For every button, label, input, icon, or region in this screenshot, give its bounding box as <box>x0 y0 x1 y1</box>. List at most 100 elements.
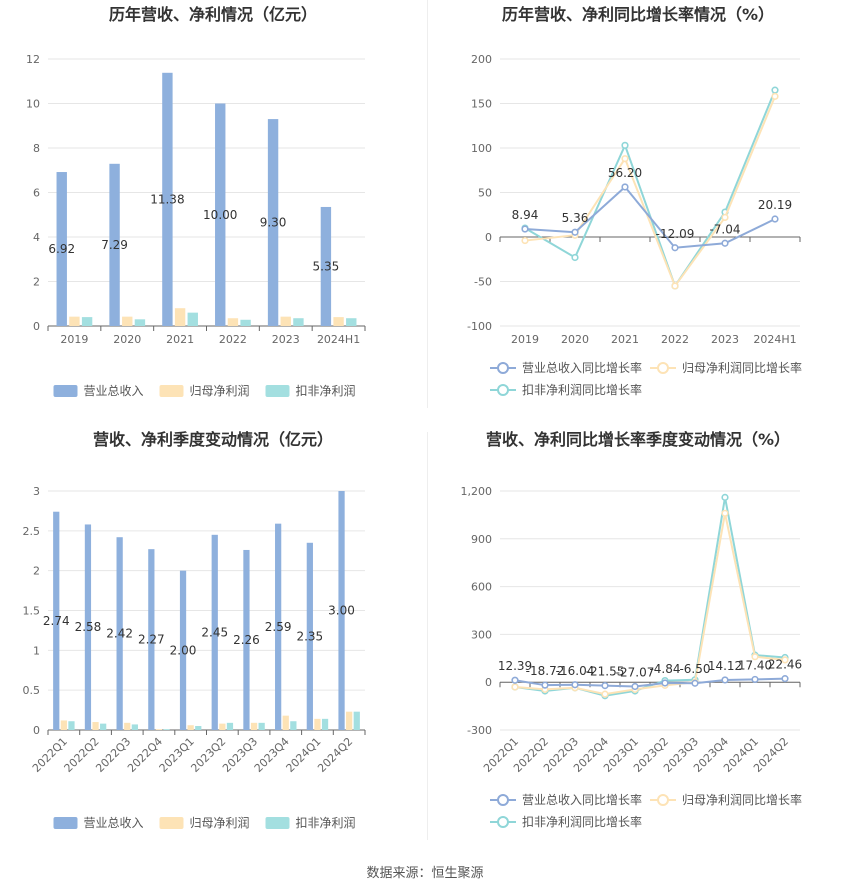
data-label: 2.00 <box>170 643 197 657</box>
point-1 <box>621 155 629 163</box>
bar-1 <box>314 718 321 730</box>
data-label: 14.12 <box>708 659 742 673</box>
chart-svg-1: 历年营收、净利同比增长率情况（%） -100 -50 0 50 100 150 200 2019… <box>467 5 802 397</box>
y-tick-label: 10 <box>26 98 40 111</box>
point-0 <box>751 675 759 684</box>
data-label: 2.74 <box>43 614 70 628</box>
chart-title: 历年营收、净利情况（亿元） <box>109 5 317 24</box>
legend-item: 归母净利润 <box>159 384 250 398</box>
point-1 <box>781 656 789 664</box>
point-1 <box>671 282 679 290</box>
chart-title: 历年营收、净利同比增长率情况（%） <box>502 5 774 24</box>
data-label: 17.40 <box>738 658 772 672</box>
bar-2 <box>134 319 146 326</box>
y-tick-label: 2.5 <box>23 525 41 538</box>
y-tick-label: 4 <box>33 231 40 244</box>
chart-svg-3: 营收、净利同比增长率季度变动情况（%）-30003006009001,20020… <box>461 430 803 829</box>
point-2 <box>721 493 729 501</box>
bar-1 <box>69 316 80 326</box>
bar-0 <box>53 511 60 730</box>
point-0 <box>631 682 639 691</box>
legend-label: 营业总收入同比增长率 <box>522 792 642 807</box>
bar-0 <box>243 549 250 730</box>
legend-label: 营业总收入同比增长率 <box>522 360 642 375</box>
legend-swatch <box>159 385 184 397</box>
legend-marker <box>497 384 509 396</box>
legend-marker <box>497 816 509 828</box>
point-1 <box>771 92 779 100</box>
point-0 <box>661 679 669 687</box>
bar-1 <box>346 711 353 730</box>
y-tick-label: 8 <box>33 142 40 155</box>
chart-svg-2: 营收、净利季度变动情况（亿元）00.511.522.532022Q12022Q2… <box>23 430 366 830</box>
bar-1 <box>92 722 99 730</box>
x-tick-label: 2023 <box>711 333 739 346</box>
quarterly-revenue-profit-chart: 营收、净利季度变动情况（亿元） 0 0.5 1 1.5 2 2.5 3 2022Q1 2022Q2… <box>0 425 425 850</box>
y-tick-label: 300 <box>471 628 492 641</box>
point-0 <box>721 676 729 684</box>
point-2 <box>621 141 629 149</box>
bar-2 <box>81 317 93 326</box>
y-tick-label: 2 <box>33 276 40 289</box>
bar-2 <box>240 319 251 326</box>
bar-2 <box>68 721 75 730</box>
x-tick-label: 2022 <box>219 333 247 346</box>
bar-0 <box>116 537 123 730</box>
legend-label: 归母净利润 <box>190 816 250 830</box>
x-tick-label: 2020 <box>561 333 589 346</box>
data-label: 2.59 <box>265 620 292 634</box>
bar-1 <box>250 722 258 730</box>
y-tick-label: 1.5 <box>23 605 41 618</box>
bar-2 <box>346 318 357 326</box>
point-1 <box>511 683 519 691</box>
legend-swatch <box>265 817 290 829</box>
data-label: 5.35 <box>313 259 340 273</box>
bar-2 <box>226 722 234 730</box>
legend-item: 扣非净利润 <box>265 816 356 830</box>
bar-0 <box>215 103 226 326</box>
x-tick-label: 2021 <box>611 333 639 346</box>
bar-0 <box>320 206 332 326</box>
y-tick-label: 50 <box>478 187 492 200</box>
x-tick-label: 2023 <box>272 333 300 346</box>
y-tick-label: 12 <box>26 53 40 66</box>
bar-1 <box>155 729 163 730</box>
bar-0 <box>211 534 218 730</box>
bar-0 <box>306 542 313 730</box>
y-tick-label: 200 <box>471 53 492 66</box>
data-label: 3.00 <box>328 604 355 618</box>
bar-0 <box>267 119 279 326</box>
data-label: 5.36 <box>562 211 589 225</box>
bar-1 <box>122 316 133 326</box>
data-label: -4.84 <box>649 662 680 676</box>
y-tick-label: 0 <box>33 320 40 333</box>
data-label: -21.55 <box>586 665 625 679</box>
x-tick-label: 2022 <box>661 333 689 346</box>
legend-item: 归母净利润同比增长率 <box>650 360 802 375</box>
data-label: 2.35 <box>296 629 323 643</box>
data-label: 11.38 <box>150 192 184 206</box>
bar-2 <box>290 721 297 730</box>
data-label: 2.27 <box>138 633 165 647</box>
data-label: 2.42 <box>106 627 133 641</box>
bar-0 <box>275 523 282 730</box>
bar-0 <box>338 491 345 730</box>
legend-item: 扣非净利润同比增长率 <box>490 382 642 397</box>
x-tick-label: 2020 <box>113 333 141 346</box>
y-tick-label: 0 <box>33 724 40 737</box>
bar-2 <box>353 711 360 730</box>
legend-swatch <box>265 385 290 397</box>
data-label: -6.50 <box>679 662 710 676</box>
bar-2 <box>100 723 107 730</box>
data-label: 8.94 <box>512 208 539 222</box>
y-tick-label: 3 <box>33 485 40 498</box>
legend-label: 扣非净利润同比增长率 <box>522 814 642 829</box>
point-0 <box>621 183 629 191</box>
point-0 <box>781 675 789 683</box>
point-0 <box>691 679 699 687</box>
legend-marker <box>657 362 669 374</box>
data-label: 12.39 <box>498 659 532 673</box>
bar-2 <box>163 729 170 730</box>
bar-1 <box>333 317 344 326</box>
data-label: 6.92 <box>48 242 75 256</box>
